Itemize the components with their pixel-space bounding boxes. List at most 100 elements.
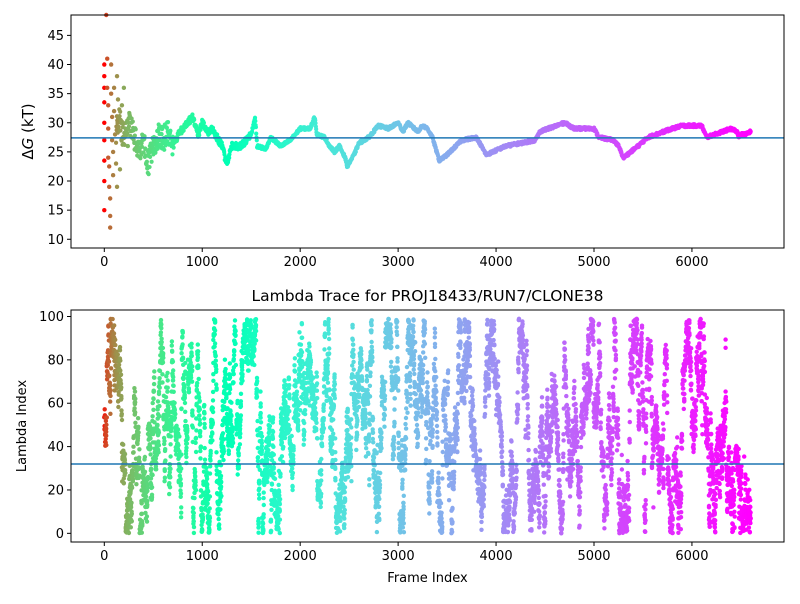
lambda-point (219, 494, 223, 498)
lambda-point (272, 471, 276, 475)
lambda-chart-title: Lambda Trace for PROJ18433/RUN7/CLONE38 (251, 287, 603, 305)
lambda-point (270, 482, 274, 486)
lambda-point (181, 331, 185, 335)
lambda-point (168, 467, 172, 471)
lambda-point (367, 439, 371, 443)
lambda-point (116, 405, 120, 409)
lambda-point (238, 442, 242, 446)
lambda-point (189, 345, 193, 349)
delta-g-point (197, 133, 201, 137)
lambda-point (257, 487, 261, 491)
lambda-point (246, 348, 250, 352)
lambda-point (360, 379, 364, 383)
delta-g-x-tick-label: 1000 (186, 255, 219, 270)
lambda-point (181, 356, 185, 360)
lambda-point (167, 481, 171, 485)
lambda-point (314, 416, 318, 420)
lambda-point (133, 389, 137, 393)
delta-g-point (115, 74, 119, 78)
lambda-point (252, 347, 256, 351)
delta-g-point (168, 129, 172, 133)
lambda-point (179, 481, 183, 485)
delta-g-x-tick-label: 0 (100, 255, 108, 270)
delta-g-point (150, 160, 154, 164)
lambda-point (180, 342, 184, 346)
lambda-point (172, 401, 176, 405)
lambda-point (278, 531, 282, 535)
lambda-point (365, 367, 369, 371)
lambda-point (368, 384, 372, 388)
lambda-point (169, 434, 173, 438)
lambda-point (303, 412, 307, 416)
delta-g-point (165, 126, 169, 130)
delta-g-point (120, 103, 124, 107)
lambda-point (205, 477, 209, 481)
lambda-point (219, 485, 223, 489)
lambda-point (349, 435, 353, 439)
lambda-point (159, 318, 163, 322)
lambda-point (104, 423, 108, 427)
lambda-point (219, 480, 223, 484)
delta-g-y-tick-label: 20 (47, 175, 64, 190)
lambda-point (327, 388, 331, 392)
lambda-point (232, 353, 236, 357)
lambda-point (293, 356, 297, 360)
lambda-point (183, 396, 187, 400)
delta-g-point (114, 161, 118, 165)
lambda-point (277, 493, 281, 497)
lambda-point (290, 485, 294, 489)
lambda-point (333, 458, 337, 462)
delta-g-point (106, 126, 110, 130)
lambda-point (103, 407, 107, 411)
lambda-point (315, 389, 319, 393)
lambda-point (208, 506, 212, 510)
lambda-point (319, 468, 323, 472)
lambda-point (165, 390, 169, 394)
lambda-point (261, 529, 265, 533)
lambda-point (333, 450, 337, 454)
lambda-point (208, 471, 212, 475)
delta-g-point (118, 110, 122, 114)
lambda-point (297, 330, 301, 334)
lambda-point (258, 389, 262, 393)
lambda-point (150, 485, 154, 489)
delta-g-point (122, 86, 126, 90)
lambda-panel: Lambda Trace for PROJ18433/RUN7/CLONE38 … (15, 287, 784, 586)
lambda-point (271, 415, 275, 419)
lambda-point (223, 367, 227, 371)
delta-g-point (102, 158, 106, 162)
lambda-point (282, 379, 286, 383)
lambda-point (194, 450, 198, 454)
lambda-point (287, 375, 291, 379)
lambda-point (314, 421, 318, 425)
lambda-point (278, 502, 282, 506)
lambda-point (326, 371, 330, 375)
lambda-point (371, 416, 375, 420)
delta-g-point (147, 165, 151, 169)
lambda-point (151, 408, 155, 412)
lambda-point (239, 413, 243, 417)
lambda-point (219, 474, 223, 478)
lambda-point (233, 329, 237, 333)
delta-g-point (117, 125, 121, 129)
lambda-point (296, 413, 300, 417)
lambda-point (271, 467, 275, 471)
lambda-point (203, 458, 207, 462)
lambda-point (145, 503, 149, 507)
lambda-point (136, 439, 140, 443)
lambda-point (198, 399, 202, 403)
lambda-point (187, 390, 191, 394)
lambda-point (140, 524, 144, 528)
lambda-point (260, 444, 264, 448)
lambda-point (369, 340, 373, 344)
lambda-point (293, 369, 297, 373)
lambda-point (232, 357, 236, 361)
lambda-point (314, 428, 318, 432)
lambda-point (190, 364, 194, 368)
lambda-point (369, 323, 373, 327)
lambda-point (150, 495, 154, 499)
lambda-point (214, 359, 218, 363)
lambda-point (299, 401, 303, 405)
delta-g-point (121, 122, 125, 126)
